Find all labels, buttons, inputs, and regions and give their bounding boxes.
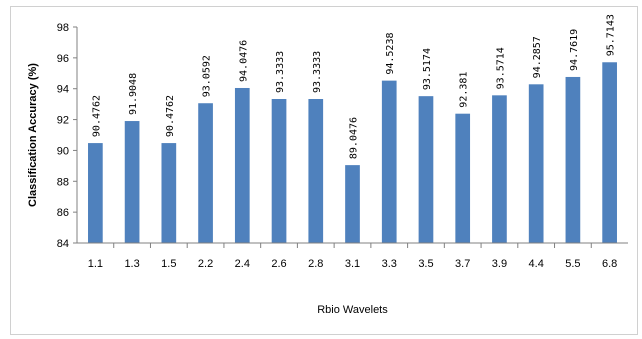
x-tick-label: 2.6 — [271, 258, 286, 270]
x-tick-label: 2.4 — [235, 258, 250, 270]
x-axis-ticks: 1.1 1.3 1.5 2.2 2.4 2.6 2.8 3.1 3.3 3.5 3.7 3.9 4.4 5… — [88, 243, 617, 270]
data-labels: 90.4762 91.9048 90.4762 93.0592 94.0476 93.33… — [91, 14, 616, 159]
data-label: 94.7619 — [569, 29, 580, 71]
data-label: 89.0476 — [349, 117, 360, 159]
data-label: 93.0592 — [202, 55, 213, 97]
bar — [308, 99, 324, 243]
bar — [492, 95, 507, 244]
data-label: 93.5714 — [495, 47, 506, 89]
y-tick-label: 86 — [57, 207, 69, 219]
y-axis-ticks: 84 86 88 90 92 94 96 98 — [57, 22, 77, 250]
bar — [418, 96, 434, 243]
y-tick-label: 96 — [57, 53, 69, 65]
x-tick-label: 2.2 — [198, 258, 213, 270]
bar — [345, 165, 360, 243]
chart-frame — [10, 6, 638, 335]
bar — [455, 113, 471, 243]
x-tick-label: 6.8 — [602, 258, 617, 270]
y-axis-title: Classification Accuracy (%) — [27, 63, 39, 207]
data-label: 94.5238 — [385, 32, 396, 74]
x-tick-label: 3.7 — [455, 258, 470, 270]
x-tick-label: 2.8 — [308, 258, 323, 270]
y-tick-label: 84 — [57, 238, 69, 250]
bar — [124, 121, 140, 243]
x-tick-label: 1.1 — [88, 258, 103, 270]
data-label: 93.3333 — [312, 51, 323, 93]
y-tick-label: 90 — [57, 145, 69, 157]
x-tick-label: 5.5 — [565, 258, 580, 270]
bar — [161, 143, 177, 243]
x-tick-label: 3.3 — [382, 258, 397, 270]
y-tick-label: 88 — [57, 176, 69, 188]
x-tick-label: 3.5 — [418, 258, 433, 270]
data-label: 95.7143 — [606, 14, 617, 56]
data-label: 90.4762 — [165, 95, 176, 137]
x-tick-label: 3.9 — [492, 258, 507, 270]
x-tick-label: 4.4 — [529, 258, 544, 270]
data-label: 91.9048 — [128, 73, 139, 115]
bar — [271, 99, 287, 243]
data-label: 93.5174 — [422, 48, 433, 90]
y-tick-label: 98 — [57, 22, 69, 34]
data-label: 94.0476 — [238, 40, 249, 82]
x-axis-title: Rbio Wavelets — [317, 304, 388, 316]
data-label: 90.4762 — [91, 95, 102, 137]
x-tick-label: 3.1 — [345, 258, 360, 270]
y-tick-label: 94 — [57, 84, 69, 96]
bar — [88, 143, 103, 243]
bar — [198, 103, 213, 243]
bar — [381, 80, 397, 243]
y-tick-label: 92 — [57, 115, 69, 127]
bar — [234, 87, 250, 243]
x-tick-label: 1.5 — [161, 258, 176, 270]
bar — [565, 76, 581, 243]
bar — [602, 62, 617, 243]
data-label: 92.381 — [459, 72, 470, 108]
bar — [528, 84, 544, 244]
data-label: 94.2857 — [532, 36, 543, 78]
bars — [88, 62, 617, 244]
data-label: 93.3333 — [275, 51, 286, 93]
x-tick-label: 1.3 — [124, 258, 139, 270]
